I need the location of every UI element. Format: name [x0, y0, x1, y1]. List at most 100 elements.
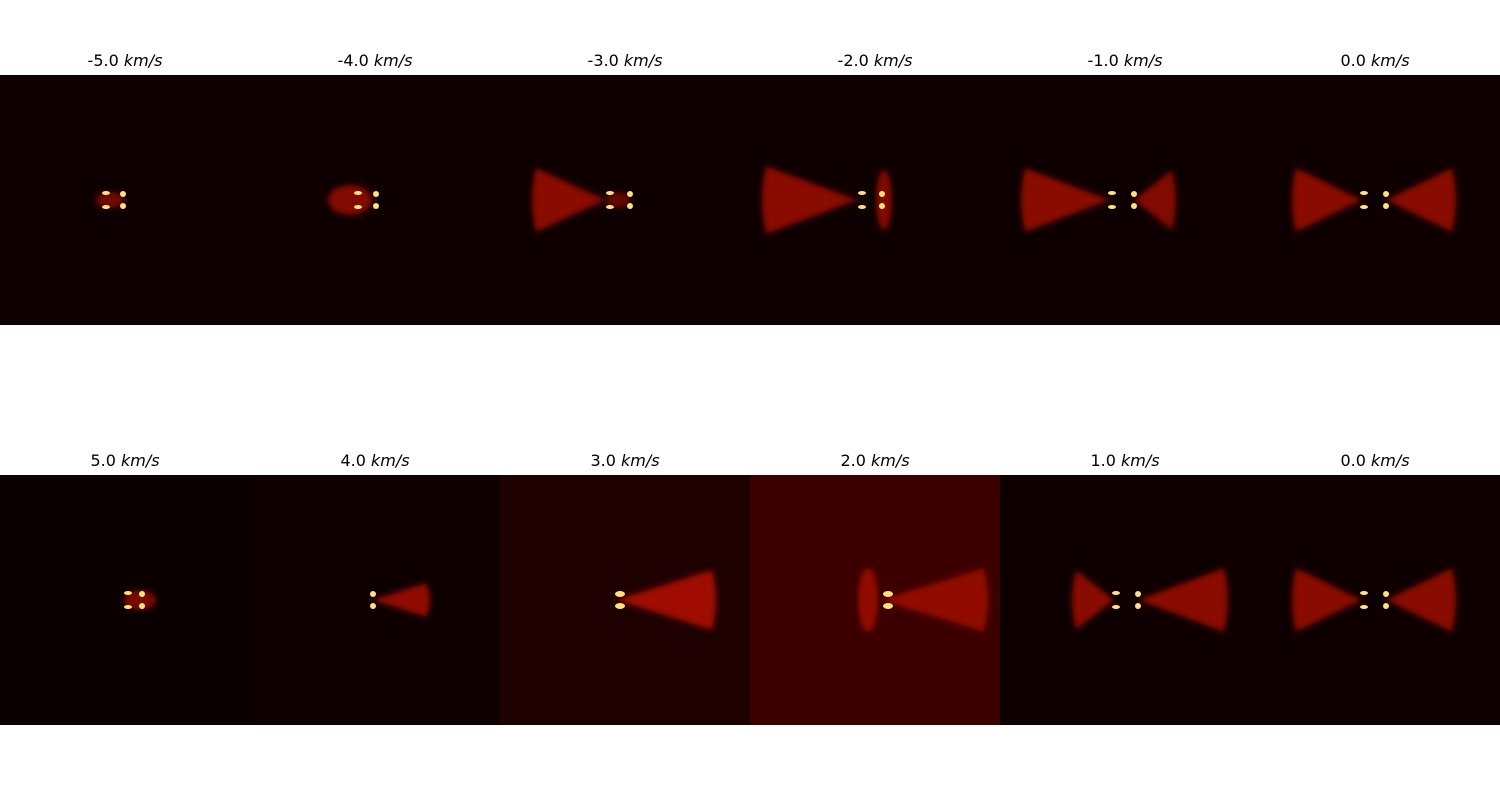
bright-knot [858, 205, 866, 209]
panel-title: 0.0 km/s [1340, 451, 1410, 470]
panel-title: -1.0 km/s [1087, 51, 1163, 70]
channel-map-image [0, 75, 250, 325]
bright-knot [1383, 191, 1389, 197]
channel-map-image [750, 475, 1000, 725]
channel-map-image [1000, 475, 1250, 725]
bright-knot [370, 591, 376, 597]
channel-map-image [750, 75, 1000, 325]
emission-cone [762, 166, 858, 234]
bright-knot [102, 191, 110, 195]
bright-knot [627, 203, 633, 209]
panel-title: 4.0 km/s [340, 451, 410, 470]
bright-knot [606, 205, 614, 209]
panel-title: 2.0 km/s [840, 451, 910, 470]
panel-title: -3.0 km/s [587, 51, 663, 70]
channel-map-image [1250, 75, 1500, 325]
channel-map [0, 475, 250, 725]
map-background [250, 75, 500, 325]
bright-knot [373, 203, 379, 209]
map-background [1250, 75, 1500, 325]
channel-map [250, 475, 500, 725]
bright-knot [1112, 591, 1120, 595]
channel-map [1000, 75, 1250, 325]
channel-map [750, 75, 1000, 325]
bright-knot [606, 191, 614, 195]
emission-cone [616, 570, 716, 630]
bright-knot [1383, 203, 1389, 209]
emission-cone [1021, 168, 1110, 232]
channel-map-image [1250, 475, 1500, 725]
bright-knot [1108, 205, 1116, 209]
channel-map [500, 75, 750, 325]
emission-cone [1386, 168, 1456, 232]
emission-lobe [858, 568, 878, 632]
bright-knot [1108, 191, 1116, 195]
channel-map-image [250, 75, 500, 325]
bright-knot [879, 203, 885, 209]
bright-knot [124, 605, 132, 609]
bright-knot [373, 191, 379, 197]
bright-knot [139, 591, 145, 597]
emission-cone [880, 568, 988, 632]
bright-knot [139, 603, 145, 609]
bright-knot [883, 591, 893, 597]
panel-title: -4.0 km/s [337, 51, 413, 70]
bright-knot [1383, 591, 1389, 597]
panel-title: -5.0 km/s [87, 51, 163, 70]
emission-cone [1386, 568, 1456, 632]
bright-knot [1135, 591, 1141, 597]
bright-knot [615, 591, 625, 597]
emission-lobe [124, 590, 156, 610]
emission-lobe [876, 170, 892, 230]
emission-cone [1292, 168, 1362, 232]
map-background [1250, 475, 1500, 725]
channel-map [500, 475, 750, 725]
emission-lobe [96, 192, 124, 208]
map-background [0, 75, 250, 325]
bright-knot [627, 191, 633, 197]
panel-title: 0.0 km/s [1340, 51, 1410, 70]
bright-knot [120, 203, 126, 209]
channel-map [0, 75, 250, 325]
bright-knot [1360, 191, 1368, 195]
panel-title: -2.0 km/s [837, 51, 913, 70]
panel-title: 5.0 km/s [90, 451, 160, 470]
emission-cone [1134, 170, 1176, 230]
bright-knot [1131, 191, 1137, 197]
bright-knot [120, 191, 126, 197]
emission-cone [1072, 570, 1114, 630]
channel-map-image [1000, 75, 1250, 325]
channel-map [1250, 475, 1500, 725]
bright-knot [1112, 605, 1120, 609]
bright-knot [124, 591, 132, 595]
bright-knot [615, 603, 625, 609]
channel-map-image [500, 75, 750, 325]
emission-cone [1138, 568, 1228, 632]
emission-cone [1292, 568, 1362, 632]
bright-knot [354, 205, 362, 209]
bright-knot [1383, 603, 1389, 609]
panel-title: 1.0 km/s [1090, 451, 1160, 470]
bright-knot [354, 191, 362, 195]
bright-knot [370, 603, 376, 609]
bright-knot [879, 191, 885, 197]
bright-knot [883, 603, 893, 609]
channel-map-image [500, 475, 750, 725]
channel-map [1000, 475, 1250, 725]
bright-knot [1131, 203, 1137, 209]
bright-knot [1360, 605, 1368, 609]
bright-knot [102, 205, 110, 209]
channel-map [750, 475, 1000, 725]
channel-map-image [250, 475, 500, 725]
emission-lobe [606, 192, 630, 208]
panel-title: 3.0 km/s [590, 451, 660, 470]
emission-lobe [328, 185, 372, 215]
bright-knot [1360, 591, 1368, 595]
bright-knot [1135, 603, 1141, 609]
emission-cone [372, 583, 430, 617]
channel-map [250, 75, 500, 325]
channel-map-image [0, 475, 250, 725]
emission-cone [532, 168, 606, 232]
channel-map [1250, 75, 1500, 325]
bright-knot [1360, 205, 1368, 209]
